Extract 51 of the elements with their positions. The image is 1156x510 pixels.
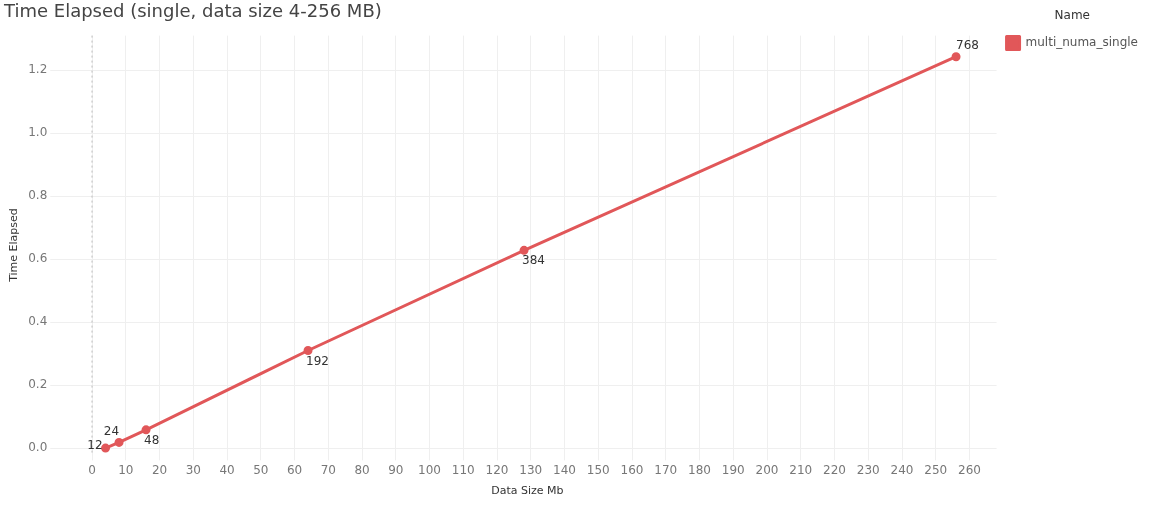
y-tick-label: 0.8 [28,188,48,203]
x-tick-label: 0 [88,462,96,477]
point [114,437,124,447]
y-tick-label: 0.0 [28,440,48,455]
y-tick-label: 0.2 [28,377,48,392]
legend-title: Name [1054,8,1090,23]
x-tick-label: 240 [890,462,914,477]
x-tick-label: 50 [253,462,269,477]
annotation: 24 [103,423,120,438]
x-tick-label: 200 [755,462,779,477]
x-tick-label: 70 [320,462,336,477]
x-tick-label: 100 [418,462,441,477]
annotation: 768 [956,37,979,52]
y-tick-label: 0.4 [28,314,48,329]
x-tick-label: 90 [388,462,404,477]
x-tick-label: 140 [553,462,576,477]
y-tick-label: 0.6 [28,251,48,266]
x-tick-label: 180 [688,462,711,477]
point [101,443,111,453]
x-tick-label: 130 [519,462,543,477]
x-tick-label: 120 [485,462,509,477]
point [951,52,961,62]
y-tick-label: 1.2 [28,62,48,77]
x-tick-label: 250 [924,462,948,477]
x-tick-label: 170 [654,462,678,477]
legend-label: multi_numa_single [1025,35,1139,50]
x-axis-title: Data Size Mb [491,484,564,498]
x-tick-label: 60 [286,462,303,477]
x-tick-label: 160 [620,462,644,477]
annotation: 12 [87,438,103,453]
x-tick-label: 10 [118,462,134,477]
x-tick-label: 230 [856,462,880,477]
annotation: 48 [144,432,160,447]
point [303,345,313,355]
chart-title: Time Elapsed (single, data size 4-256 MB) [3,0,382,22]
annotation: 192 [306,353,329,368]
x-tick-label: 30 [185,462,201,477]
x-tick-label: 260 [958,462,982,477]
x-tick-label: 80 [354,462,370,477]
y-axis-title: Time Elapsed [7,208,21,283]
x-tick-label: 150 [586,462,610,477]
point [141,425,151,435]
x-tick-label: 210 [789,462,813,477]
y-tick-label: 1.0 [28,125,48,140]
x-tick-label: 190 [721,462,745,477]
x-tick-label: 20 [151,462,168,477]
annotation: 384 [522,253,545,268]
point [519,245,529,255]
x-tick-label: 110 [451,462,475,477]
x-tick-label: 220 [823,462,846,477]
x-tick-label: 40 [219,462,235,477]
